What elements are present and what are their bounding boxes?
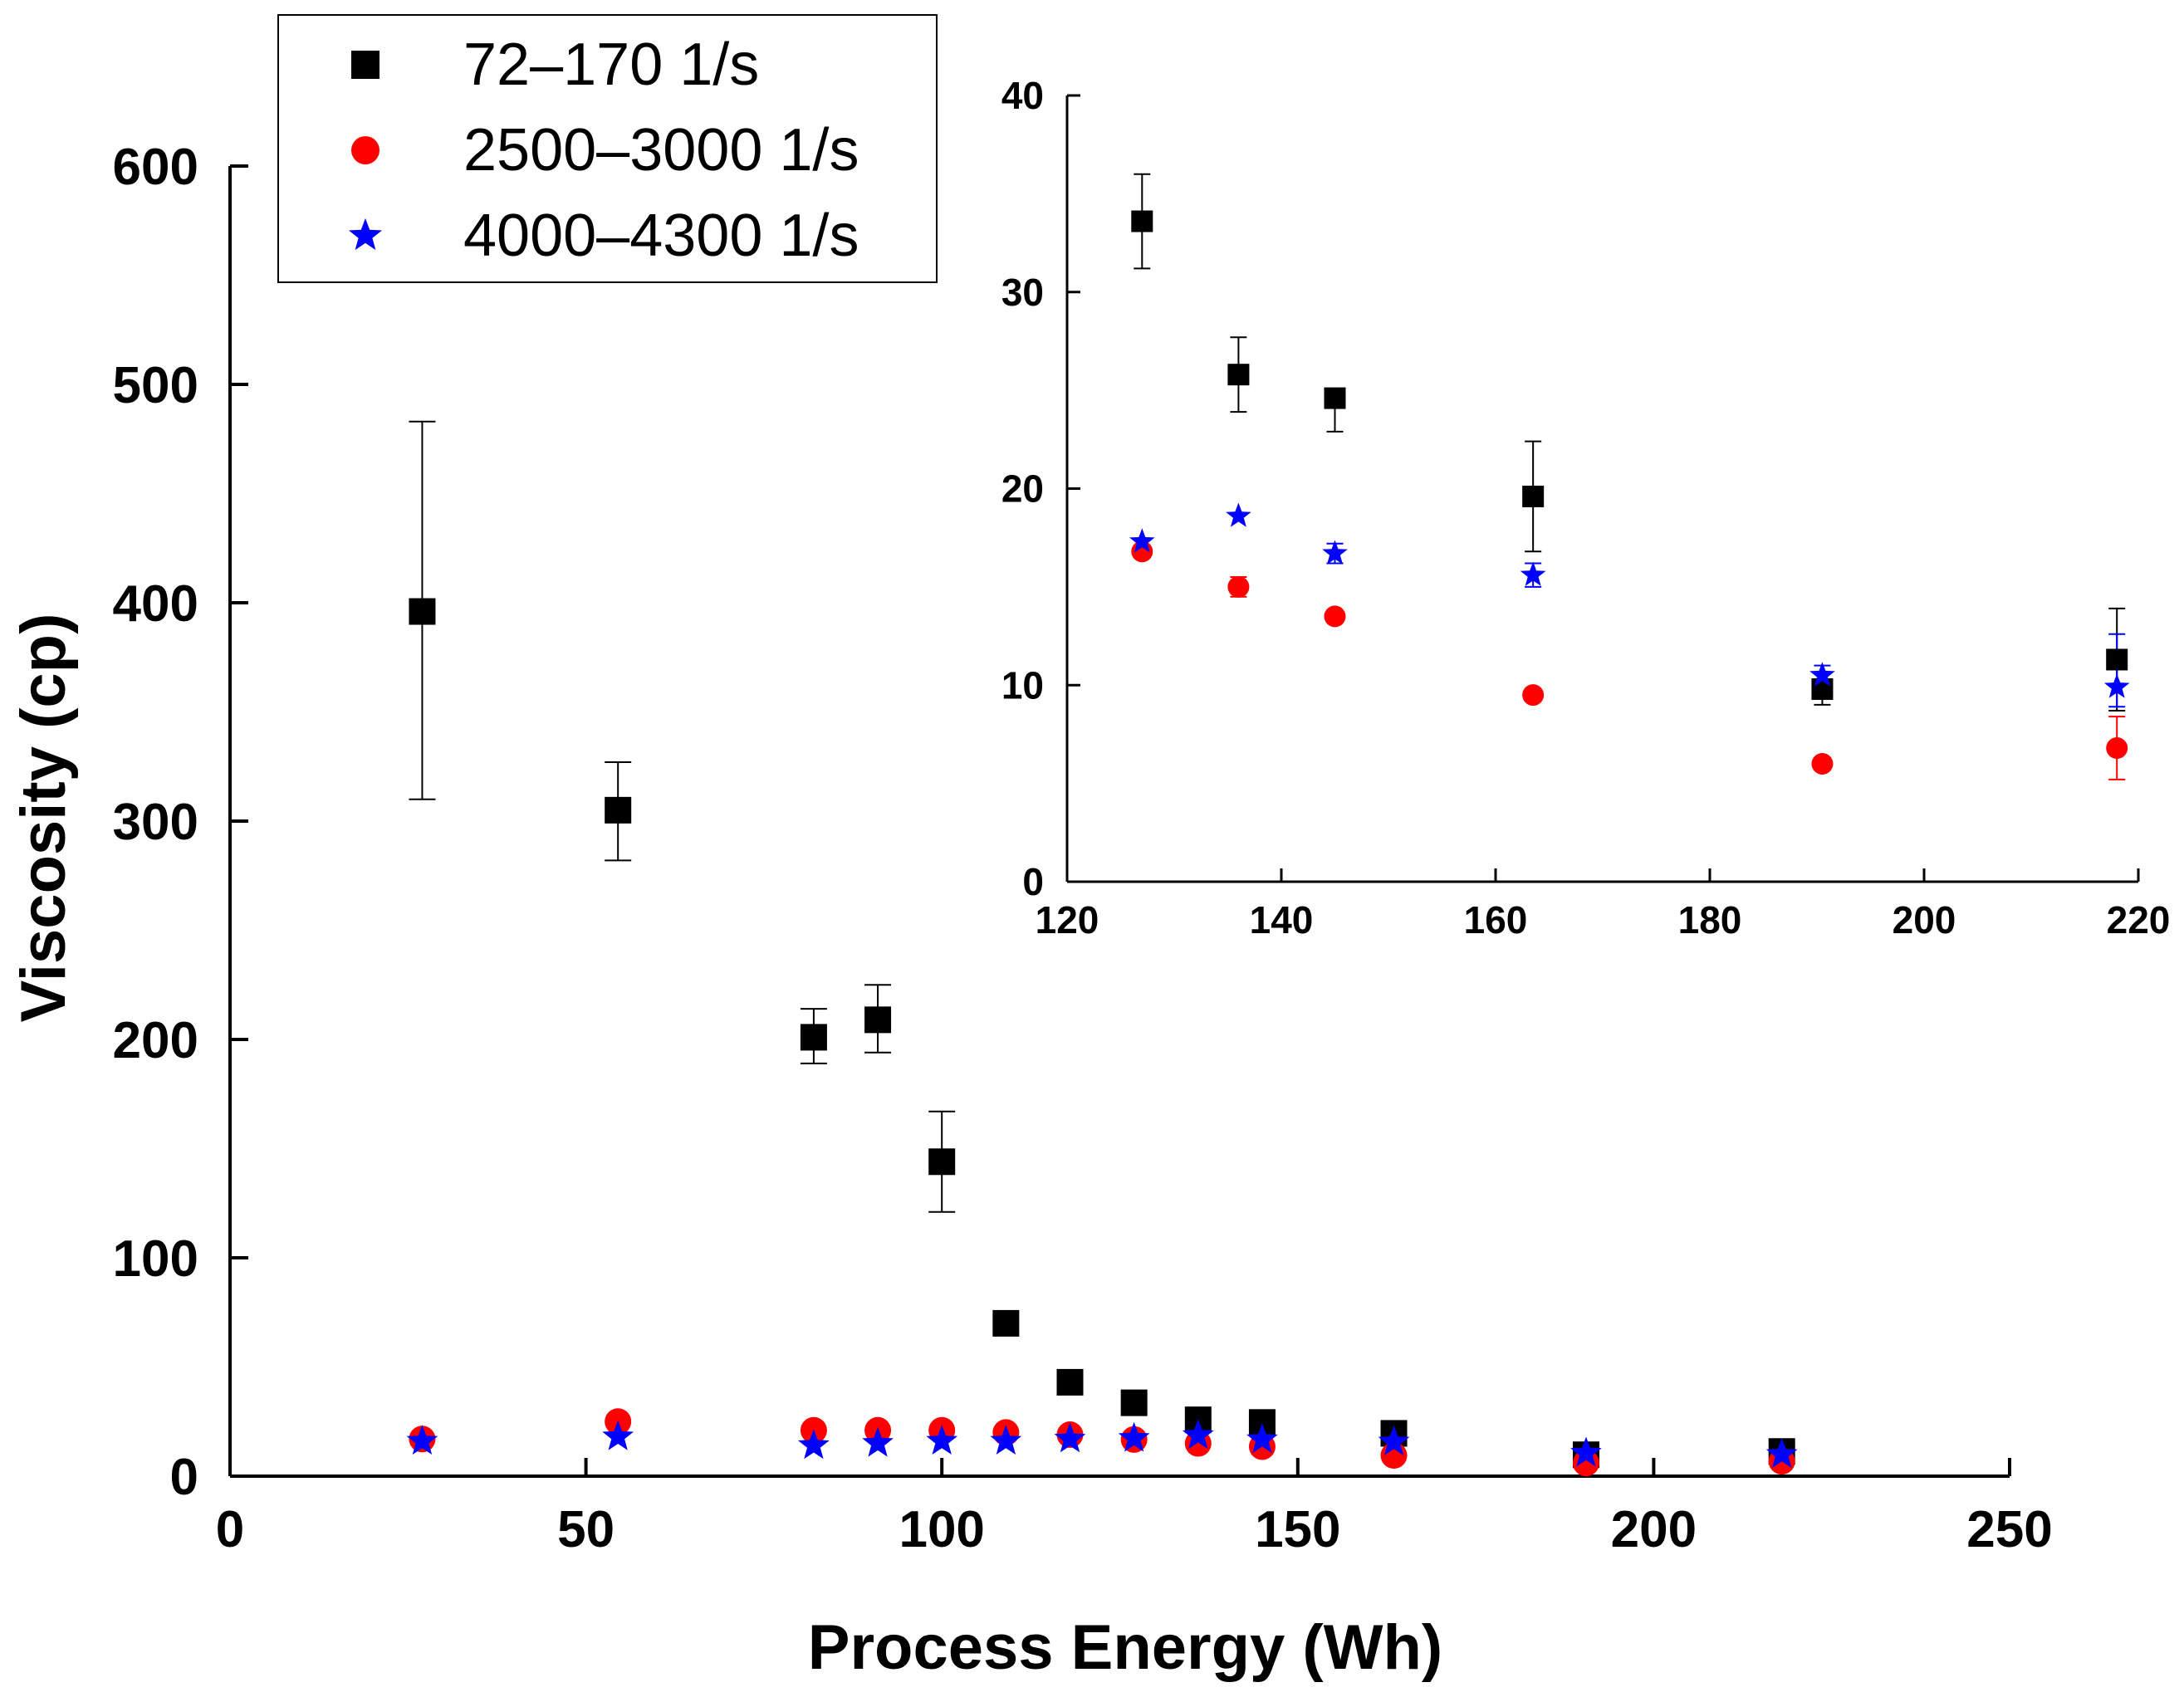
inset-data-point-2500-3000 <box>2106 737 2128 760</box>
data-point-72-170 <box>928 1148 956 1176</box>
legend: 72–170 1/s 2500–3000 1/s 4000–4300 1/s <box>277 14 938 283</box>
x-tick-label: 100 <box>899 1501 984 1558</box>
inset-data-point-2500-3000 <box>1324 605 1346 628</box>
data-point-72-170 <box>605 796 632 824</box>
data-point-72-170 <box>864 1006 892 1034</box>
x-tick-label: 50 <box>557 1501 615 1558</box>
inset-marks <box>1129 173 2130 780</box>
main-marks <box>406 420 1798 1477</box>
legend-markers <box>349 51 382 251</box>
y-tick-label: 600 <box>113 139 198 196</box>
data-point-4000-4300 <box>1246 1423 1278 1454</box>
inset-x-tick-label: 120 <box>1036 898 1099 941</box>
inset-y-tick-label: 30 <box>1001 271 1044 314</box>
x-tick-label: 150 <box>1255 1501 1340 1558</box>
inset-data-point-4000-4300 <box>1226 502 1251 527</box>
data-point-4000-4300 <box>602 1420 634 1450</box>
legend-marker-square <box>351 51 380 79</box>
x-tick-label: 200 <box>1611 1501 1697 1558</box>
data-point-4000-4300 <box>1182 1419 1214 1450</box>
inset-x-tick-label: 160 <box>1464 898 1528 941</box>
inset-data-point-2500-3000 <box>1227 575 1250 598</box>
legend-marker-circle <box>351 136 380 164</box>
data-point-4000-4300 <box>1378 1426 1410 1455</box>
inset-data-point-4000-4300 <box>1129 528 1155 553</box>
inset-y-tick-label: 20 <box>1001 467 1044 511</box>
y-tick-label: 0 <box>170 1449 198 1506</box>
inset-x-tick-label: 140 <box>1250 898 1314 941</box>
x-axis-title: Process Energy (Wh) <box>808 1612 1442 1683</box>
data-point-4000-4300 <box>926 1425 958 1455</box>
data-point-4000-4300 <box>990 1425 1022 1455</box>
inset-y-tick-label: 40 <box>1001 74 1044 117</box>
legend-marker-star <box>349 218 382 251</box>
inset-axes: 120 140 160 180 200 220 0 10 20 30 40 <box>1001 74 2171 941</box>
y-tick-label: 200 <box>113 1012 198 1069</box>
data-point-4000-4300 <box>406 1425 438 1455</box>
inset-y-tick-label: 0 <box>1022 860 1044 903</box>
inset-data-point-4000-4300 <box>1809 662 1835 687</box>
data-point-4000-4300 <box>862 1426 894 1457</box>
data-point-72-170 <box>1056 1368 1084 1396</box>
inset-data-point-72-170 <box>1811 677 1834 700</box>
inset-data-point-2500-3000 <box>1522 684 1545 707</box>
y-tick-label: 100 <box>113 1230 198 1288</box>
inset-data-point-4000-4300 <box>2103 673 2130 698</box>
inset-data-point-72-170 <box>2106 648 2128 671</box>
legend-label-mid-shear: 2500–3000 1/s <box>463 117 859 183</box>
inset-x-tick-label: 200 <box>1893 898 1956 941</box>
legend-box <box>277 14 938 283</box>
inset-data-point-4000-4300 <box>1520 561 1546 586</box>
y-tick-label: 300 <box>113 794 198 851</box>
data-point-4000-4300 <box>1118 1421 1150 1452</box>
x-tick-label: 0 <box>216 1501 244 1558</box>
y-axis-title: Viscosity (cp) <box>8 614 79 1023</box>
inset-x-tick-label: 220 <box>2107 898 2171 941</box>
y-tick-label: 400 <box>113 575 198 633</box>
data-point-4000-4300 <box>1765 1438 1798 1468</box>
inset-data-point-72-170 <box>1227 364 1250 386</box>
data-point-4000-4300 <box>1054 1422 1086 1453</box>
inset-data-point-72-170 <box>1324 387 1346 409</box>
data-point-4000-4300 <box>1570 1436 1602 1467</box>
legend-label-high-shear: 4000–4300 1/s <box>463 203 859 269</box>
inset-chart: 120 140 160 180 200 220 0 10 20 30 40 <box>1001 74 2171 941</box>
data-point-72-170 <box>992 1309 1020 1337</box>
data-point-72-170 <box>800 1024 827 1051</box>
legend-label-low-shear: 72–170 1/s <box>463 32 759 98</box>
inset-data-point-72-170 <box>1131 210 1153 232</box>
data-point-72-170 <box>1120 1389 1148 1416</box>
y-tick-label: 500 <box>113 357 198 414</box>
x-tick-label: 250 <box>1966 1501 2052 1558</box>
inset-x-tick-label: 180 <box>1678 898 1742 941</box>
data-point-72-170 <box>409 598 436 625</box>
inset-data-point-2500-3000 <box>1811 752 1834 775</box>
inset-y-tick-label: 10 <box>1001 663 1044 707</box>
inset-data-point-72-170 <box>1522 485 1545 507</box>
inset-data-point-4000-4300 <box>1322 540 1348 565</box>
data-point-4000-4300 <box>798 1429 830 1460</box>
